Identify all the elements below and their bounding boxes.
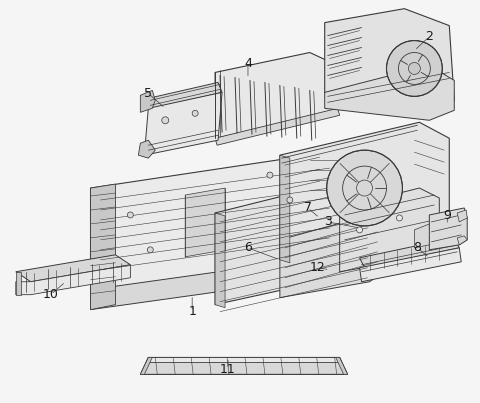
Polygon shape — [355, 178, 374, 215]
Circle shape — [408, 62, 420, 75]
Polygon shape — [310, 155, 340, 200]
Polygon shape — [280, 122, 449, 260]
Polygon shape — [140, 357, 348, 374]
Text: 8: 8 — [413, 241, 421, 254]
Circle shape — [192, 110, 198, 116]
Polygon shape — [215, 178, 374, 305]
Circle shape — [357, 180, 372, 196]
Circle shape — [386, 41, 442, 96]
Polygon shape — [144, 92, 222, 155]
Polygon shape — [185, 188, 225, 257]
Text: 6: 6 — [244, 241, 252, 254]
Polygon shape — [457, 236, 467, 245]
Polygon shape — [91, 155, 340, 305]
Polygon shape — [91, 184, 115, 310]
Polygon shape — [280, 155, 290, 263]
Circle shape — [127, 212, 133, 218]
Circle shape — [287, 197, 293, 203]
Polygon shape — [140, 90, 156, 112]
Text: 3: 3 — [324, 216, 332, 229]
Polygon shape — [16, 255, 131, 282]
Polygon shape — [457, 210, 467, 222]
Polygon shape — [138, 140, 156, 158]
Polygon shape — [280, 215, 384, 298]
Circle shape — [327, 150, 402, 226]
Text: 1: 1 — [188, 305, 196, 318]
Text: 5: 5 — [144, 87, 152, 100]
Text: 10: 10 — [43, 288, 59, 301]
Polygon shape — [414, 222, 439, 248]
Polygon shape — [355, 240, 374, 282]
Polygon shape — [140, 357, 152, 374]
Polygon shape — [324, 9, 454, 115]
Polygon shape — [360, 248, 461, 282]
Text: 11: 11 — [220, 363, 236, 376]
Polygon shape — [215, 52, 337, 138]
Circle shape — [147, 247, 153, 253]
Polygon shape — [215, 108, 340, 145]
Circle shape — [162, 117, 169, 124]
Polygon shape — [429, 208, 467, 250]
Polygon shape — [91, 255, 340, 310]
Polygon shape — [215, 213, 225, 307]
Text: 2: 2 — [425, 30, 433, 43]
Polygon shape — [324, 65, 454, 120]
Polygon shape — [340, 188, 439, 272]
Circle shape — [357, 227, 362, 233]
Circle shape — [396, 215, 402, 221]
Text: 9: 9 — [444, 210, 451, 222]
Polygon shape — [16, 265, 131, 295]
Circle shape — [267, 172, 273, 178]
Text: 12: 12 — [310, 261, 325, 274]
Polygon shape — [146, 357, 342, 362]
Polygon shape — [16, 272, 21, 295]
Polygon shape — [336, 357, 348, 374]
Text: 7: 7 — [304, 202, 312, 214]
Text: 4: 4 — [244, 57, 252, 70]
Polygon shape — [360, 238, 459, 268]
Polygon shape — [148, 82, 222, 108]
